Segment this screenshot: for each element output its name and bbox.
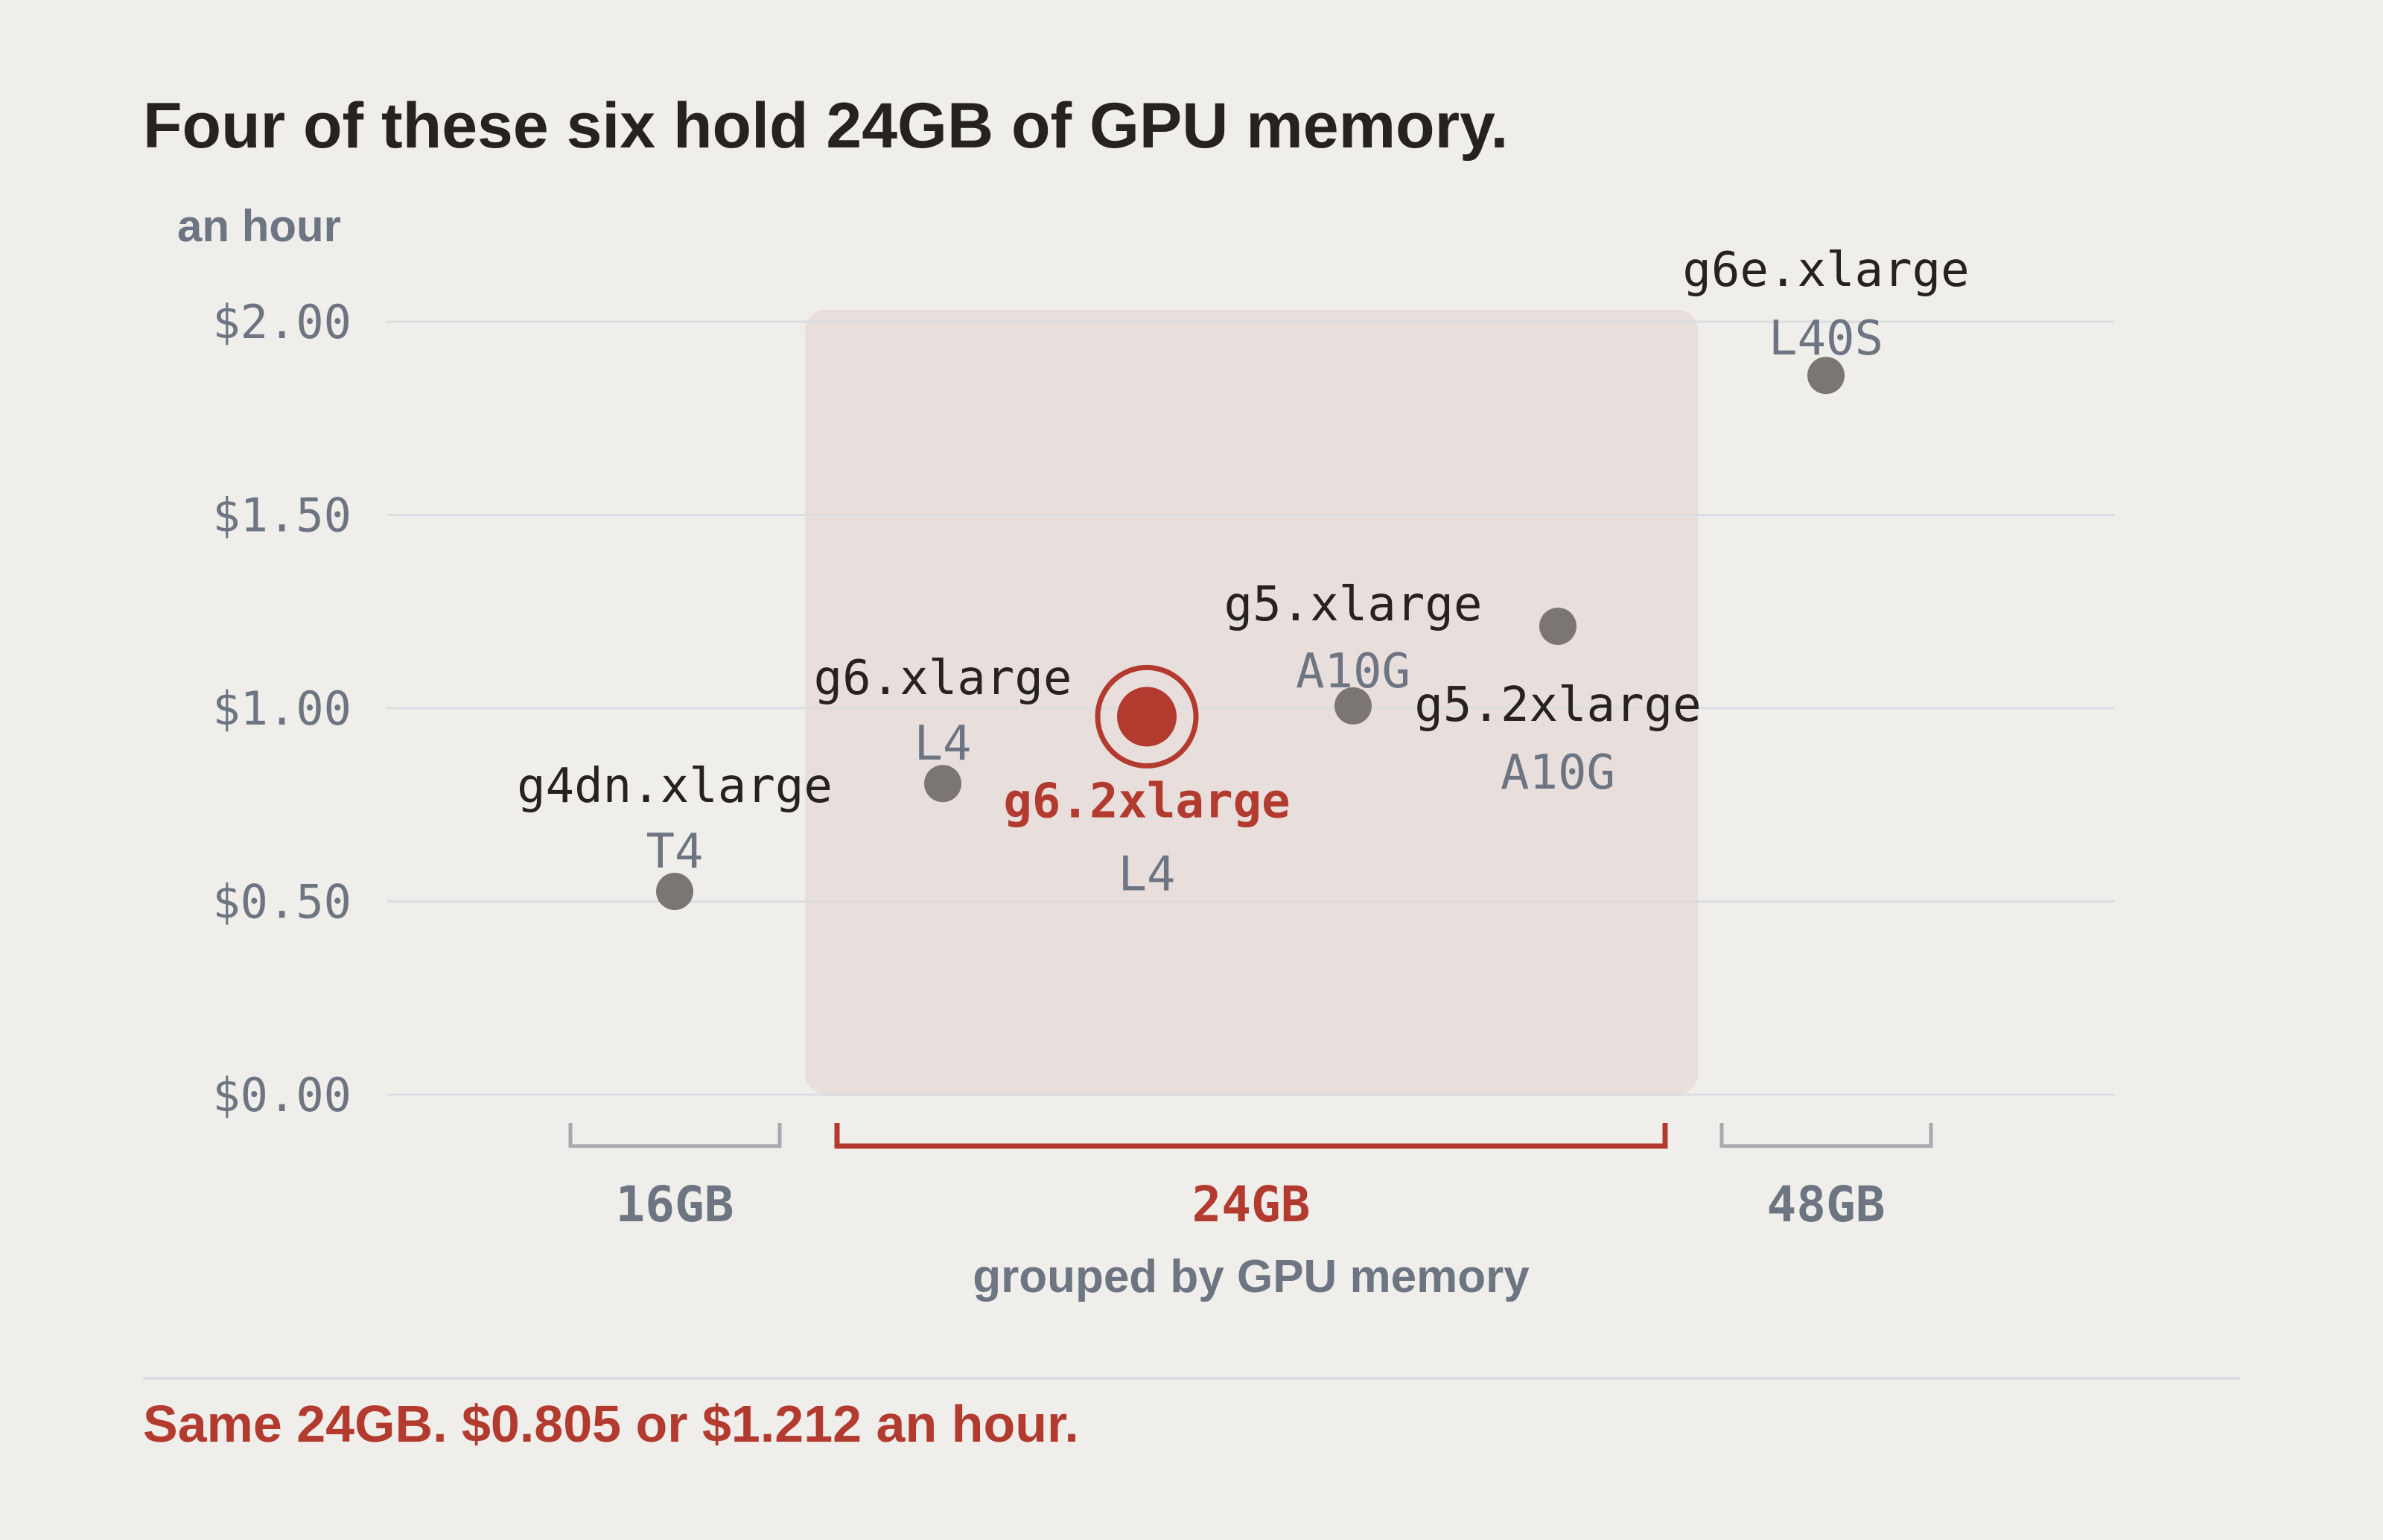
- y-tick-labels: $0.00 $0.50 $1.00 $1.50 $2.00: [212, 295, 351, 1122]
- group-brackets: 16GB 24GB 48GB: [568, 1123, 1933, 1233]
- y-tick-label: $1.50: [212, 489, 351, 543]
- data-points: g4dn.xlarge T4 g6.xlarge L4 g6.2xlarge L4 g5.x…: [517, 243, 1970, 911]
- y-tick-label: $2.00: [212, 295, 351, 349]
- point-instance-label: g5.2xlarge: [1414, 678, 1701, 733]
- y-tick-label: $0.50: [212, 875, 351, 929]
- point-gpu-label: L4: [914, 716, 971, 771]
- 24gb-group-band: [805, 310, 1698, 1095]
- point-g6.2xlarge: g6.2xlarge L4: [1003, 664, 1291, 902]
- point-g4dn.xlarge: g4dn.xlarge T4: [517, 759, 833, 911]
- y-axis-label: an hour: [177, 201, 341, 251]
- x-axis-label: grouped by GPU memory: [973, 1251, 1530, 1302]
- group-bracket: [568, 1123, 782, 1148]
- data-point-dot: [1334, 687, 1372, 725]
- data-point-dot: [1539, 607, 1577, 645]
- point-gpu-label: T4: [646, 824, 703, 879]
- group-bracket: [834, 1123, 1668, 1149]
- point-instance-label: g4dn.xlarge: [517, 759, 833, 814]
- point-gpu-label: L40S: [1769, 311, 1883, 366]
- group-label: 24GB: [1192, 1176, 1311, 1233]
- point-gpu-label: L4: [1118, 847, 1175, 902]
- point-g6.xlarge: g6.xlarge L4: [814, 651, 1072, 803]
- footer-note: Same 24GB. $0.805 or $1.212 an hour.: [143, 1395, 1079, 1453]
- point-gpu-label: A10G: [1296, 644, 1410, 699]
- group-label: 16GB: [616, 1176, 734, 1233]
- group-label: 48GB: [1767, 1176, 1886, 1233]
- data-point-dot: [1117, 687, 1177, 747]
- data-point-dot: [924, 765, 961, 803]
- group-bracket: [1719, 1123, 1933, 1148]
- y-tick-label: $0.00: [212, 1068, 351, 1122]
- point-g5.2xlarge: g5.2xlarge A10G: [1414, 607, 1702, 801]
- data-point-dot: [1807, 357, 1845, 395]
- gridlines: [387, 320, 2115, 1096]
- point-instance-label: g6e.xlarge: [1682, 243, 1969, 298]
- point-gpu-label: A10G: [1501, 745, 1615, 801]
- chart-title: Four of these six hold 24GB of GPU memor…: [143, 90, 1508, 162]
- point-instance-label: g6.xlarge: [814, 651, 1072, 706]
- data-point-dot: [656, 873, 693, 911]
- point-g5.xlarge: g5.xlarge A10G: [1224, 577, 1483, 725]
- highlight-ring: [1095, 664, 1199, 769]
- point-instance-label: g6.2xlarge: [1003, 774, 1290, 829]
- y-tick-label: $1.00: [212, 681, 351, 736]
- point-instance-label: g5.xlarge: [1224, 577, 1483, 632]
- point-g6e.xlarge: g6e.xlarge L40S: [1682, 243, 1970, 395]
